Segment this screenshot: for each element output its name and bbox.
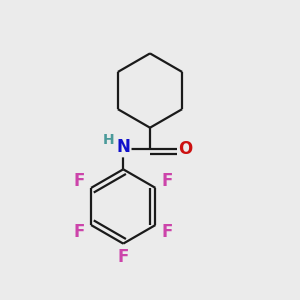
Text: F: F <box>161 172 173 190</box>
Text: O: O <box>178 140 193 158</box>
Text: F: F <box>74 172 85 190</box>
Text: F: F <box>161 223 173 241</box>
Text: N: N <box>116 138 130 156</box>
Text: F: F <box>118 248 129 266</box>
Text: F: F <box>74 223 85 241</box>
Text: H: H <box>103 133 115 147</box>
